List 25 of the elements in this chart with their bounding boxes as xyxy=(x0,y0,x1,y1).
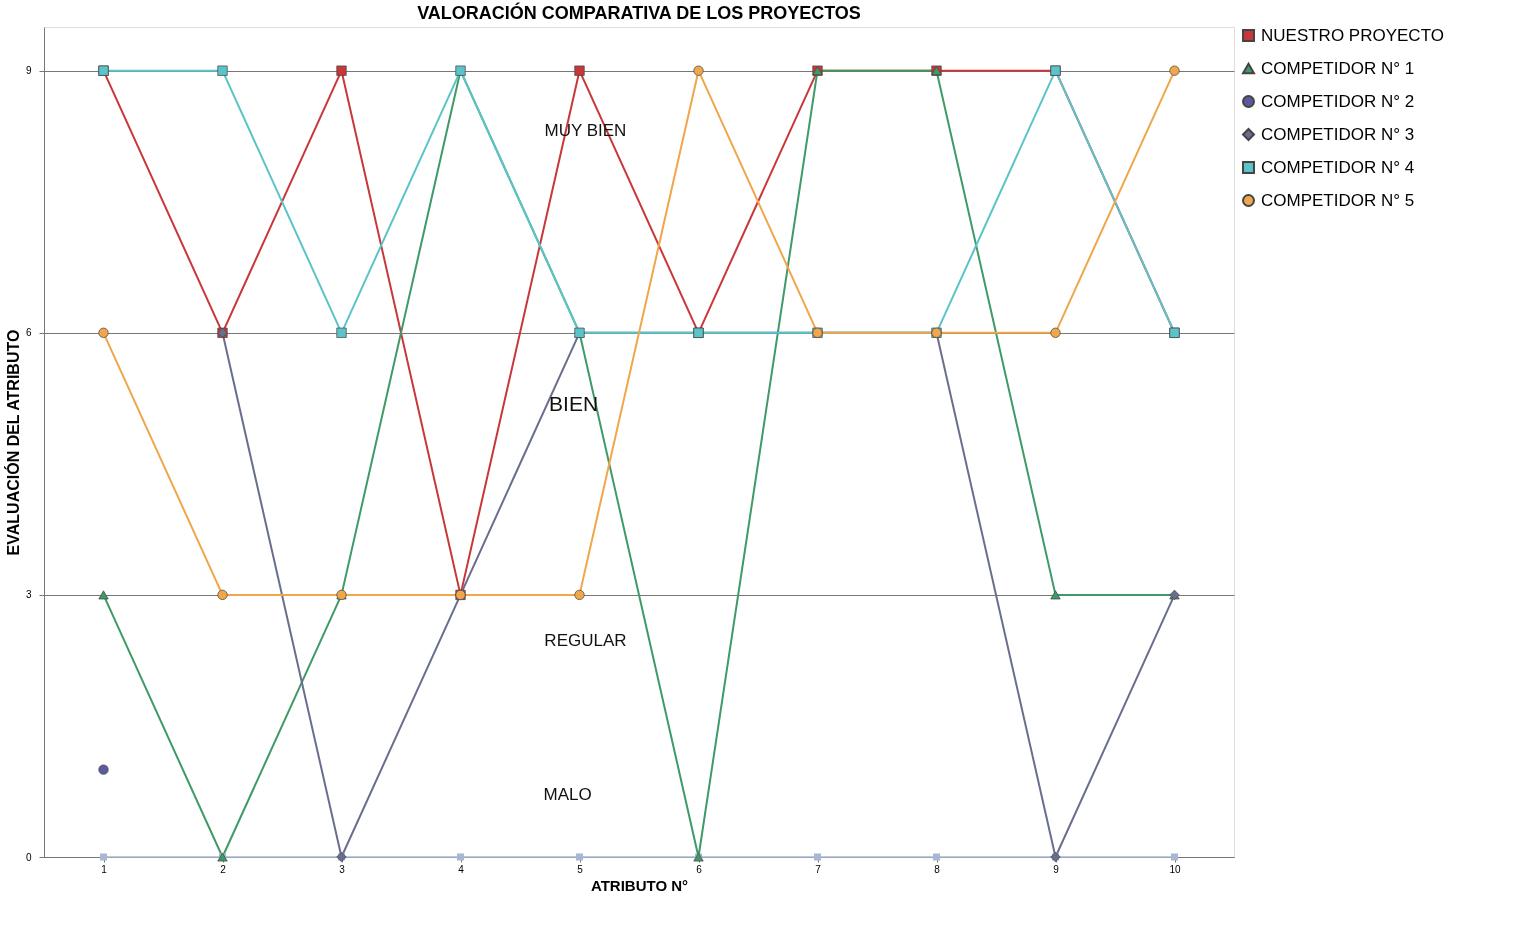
annotation: MALO xyxy=(543,784,592,804)
y-tick-label: 0 xyxy=(25,851,32,863)
x-tick-label: 1 xyxy=(101,863,108,875)
y-tick-label: 9 xyxy=(25,65,32,77)
x-tick-label: 8 xyxy=(934,863,941,875)
x-axis-title: ATRIBUTO N° xyxy=(590,876,689,894)
x-tick-label: 2 xyxy=(220,863,227,875)
legend-label: COMPETIDOR N° 5 xyxy=(1261,190,1415,210)
x-tick-label: 6 xyxy=(696,863,703,875)
legend-label: COMPETIDOR N° 4 xyxy=(1261,157,1415,177)
chart-title: VALORACIÓN COMPARATIVA DE LOS PROYECTOS xyxy=(417,2,861,23)
x-tick-label: 7 xyxy=(815,863,822,875)
annotation: REGULAR xyxy=(544,631,627,651)
x-tick-label: 5 xyxy=(577,863,584,875)
x-tick-label: 3 xyxy=(339,863,346,875)
y-tick-label: 3 xyxy=(25,589,32,601)
legend-label: COMPETIDOR N° 1 xyxy=(1261,58,1415,78)
legend-label: COMPETIDOR N° 3 xyxy=(1261,124,1415,144)
y-axis-title: EVALUACIÓN DEL ATRIBUTO xyxy=(3,329,22,556)
legend-label: NUESTRO PROYECTO xyxy=(1261,25,1444,45)
x-tick-label: 10 xyxy=(1169,863,1181,875)
x-tick-label: 4 xyxy=(458,863,465,875)
x-tick-label: 9 xyxy=(1053,863,1060,875)
y-tick-label: 6 xyxy=(25,327,32,339)
legend-label: COMPETIDOR N° 2 xyxy=(1261,91,1415,111)
